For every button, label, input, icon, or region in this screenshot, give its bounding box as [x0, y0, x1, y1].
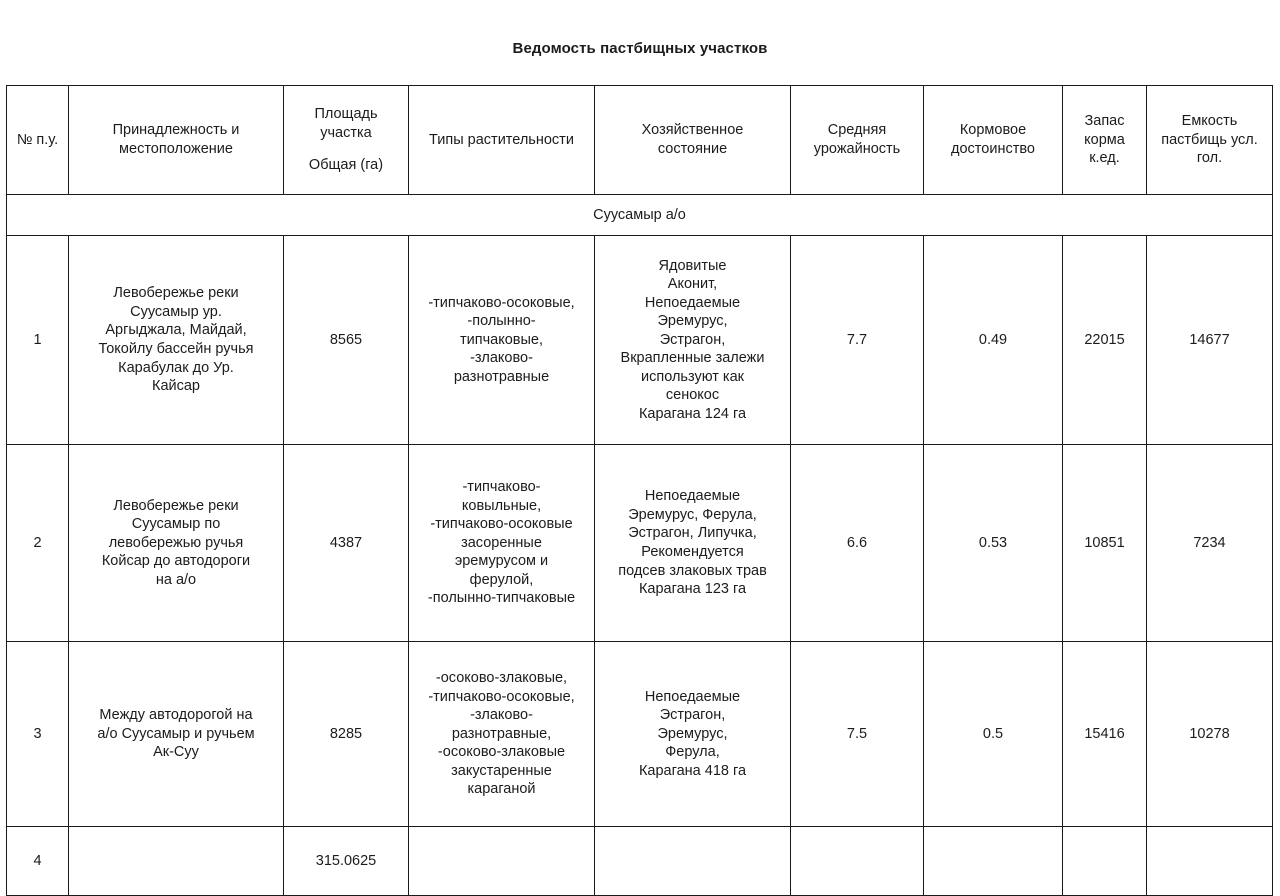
cell-fodder-stock: 22015	[1062, 235, 1147, 445]
column-header-vegetation-types: Типы растительности	[408, 85, 595, 195]
section-label: Суусамыр а/о	[6, 194, 1273, 236]
cell-area: 315.0625	[283, 826, 409, 896]
cell-economic-state: Непоедаемые Эремурус, Ферула, Эстрагон, …	[594, 444, 791, 642]
cell-economic-state	[594, 826, 791, 896]
column-header-fodder-stock: Запас корма к.ед.	[1062, 85, 1147, 195]
page-title: Ведомость пастбищных участков	[512, 40, 768, 57]
cell-area: 8285	[283, 641, 409, 827]
cell-pasture-capacity	[1146, 826, 1273, 896]
cell-number: 1	[6, 235, 69, 445]
cell-fodder-value: 0.49	[923, 235, 1063, 445]
table-row: 2 Левобережье реки Суусамыр по левобереж…	[6, 444, 1273, 642]
cell-number: 2	[6, 444, 69, 642]
cell-location: Левобережье реки Суусамыр ур. Аргыджала,…	[68, 235, 284, 445]
cell-pasture-capacity: 14677	[1146, 235, 1273, 445]
cell-vegetation-types: -типчаково-осоковые, -полынно- типчаковы…	[408, 235, 595, 445]
cell-economic-state: Ядовитые Аконит, Непоедаемые Эремурус, Э…	[594, 235, 791, 445]
table-row: 3 Между автодорогой на а/о Суусамыр и ру…	[6, 641, 1273, 827]
cell-vegetation-types	[408, 826, 595, 896]
cell-economic-state: Непоедаемые Эстрагон, Эремурус, Ферула, …	[594, 641, 791, 827]
column-header-fodder-value: Кормовое достоинство	[923, 85, 1063, 195]
header-row: № п.у. Принадлежность и местоположение П…	[6, 85, 1273, 195]
cell-fodder-stock	[1062, 826, 1147, 896]
cell-pasture-capacity: 7234	[1146, 444, 1273, 642]
section-header-row: Суусамыр а/о	[6, 194, 1273, 236]
cell-fodder-value: 0.5	[923, 641, 1063, 827]
cell-average-yield	[790, 826, 924, 896]
column-header-number: № п.у.	[6, 85, 69, 195]
table-row: 4 315.0625	[6, 826, 1273, 896]
table-row: 1 Левобережье реки Суусамыр ур. Аргыджал…	[6, 235, 1273, 445]
column-header-economic-state: Хозяйственное состояние	[594, 85, 791, 195]
column-header-area-bottom: Общая (га)	[308, 157, 384, 174]
pasture-table: № п.у. Принадлежность и местоположение П…	[6, 85, 1273, 896]
cell-fodder-stock: 10851	[1062, 444, 1147, 642]
column-header-location: Принадлежность и местоположение	[68, 85, 284, 195]
pasture-table-container: № п.у. Принадлежность и местоположение П…	[6, 85, 1273, 896]
cell-area: 8565	[283, 235, 409, 445]
cell-fodder-stock: 15416	[1062, 641, 1147, 827]
cell-pasture-capacity: 10278	[1146, 641, 1273, 827]
cell-average-yield: 6.6	[790, 444, 924, 642]
column-header-area: Площадь участка Общая (га)	[283, 85, 409, 195]
column-header-pasture-capacity: Емкость пастбищь усл. гол.	[1146, 85, 1273, 195]
table-body: Суусамыр а/о 1 Левобережье реки Суусамыр…	[6, 194, 1273, 896]
column-header-area-top: Площадь участка	[314, 106, 378, 141]
cell-vegetation-types: -осоково-злаковые, -типчаково-осоковые, …	[408, 641, 595, 827]
document-page: Ведомость пастбищных участков № п.у. При…	[6, 40, 1273, 896]
cell-fodder-value	[923, 826, 1063, 896]
cell-location: Левобережье реки Суусамыр по левобережью…	[68, 444, 284, 642]
cell-vegetation-types: -типчаково- ковыльные, -типчаково-осоков…	[408, 444, 595, 642]
column-header-area-spacer	[288, 142, 404, 156]
cell-area: 4387	[283, 444, 409, 642]
cell-fodder-value: 0.53	[923, 444, 1063, 642]
column-header-average-yield: Средняя урожайность	[790, 85, 924, 195]
cell-number: 4	[6, 826, 69, 896]
table-header: № п.у. Принадлежность и местоположение П…	[6, 85, 1273, 195]
cell-average-yield: 7.7	[790, 235, 924, 445]
cell-average-yield: 7.5	[790, 641, 924, 827]
cell-number: 3	[6, 641, 69, 827]
cell-location: Между автодорогой на а/о Суусамыр и ручь…	[68, 641, 284, 827]
cell-location	[68, 826, 284, 896]
